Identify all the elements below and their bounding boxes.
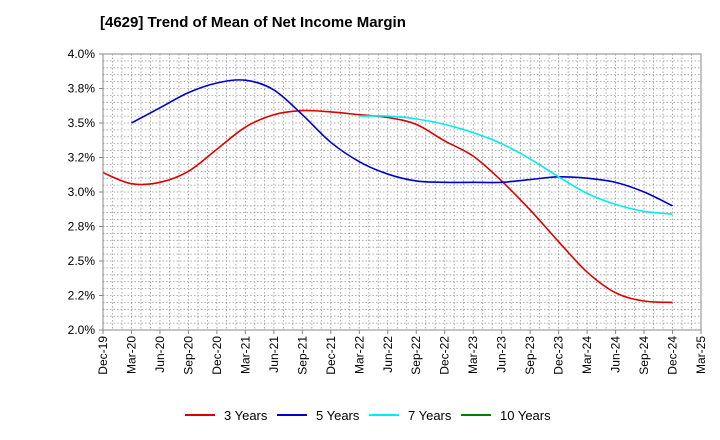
x-tick-label: Jun-23 (495, 336, 509, 373)
y-tick-label: 2.2% (68, 289, 96, 303)
y-tick-label: 3.0% (68, 185, 96, 199)
y-tick-label: 2.0% (68, 323, 96, 337)
legend-label: 10 Years (500, 408, 551, 423)
x-tick-label: Sep-21 (295, 336, 309, 375)
x-tick-label: Mar-24 (580, 336, 594, 374)
x-tick-label: Sep-22 (409, 336, 423, 375)
series-line-5-years (131, 79, 673, 207)
legend-label: 3 Years (224, 408, 268, 423)
x-tick-label: Dec-23 (552, 336, 566, 375)
legend: 3 Years 5 Years 7 Years 10 Years (185, 408, 551, 423)
x-tick-label: Mar-23 (466, 336, 480, 374)
x-tick-label: Sep-24 (637, 336, 651, 375)
x-tick-label: Mar-25 (694, 336, 708, 374)
x-tick-label: Dec-24 (666, 336, 680, 375)
x-tick-label: Jun-22 (381, 336, 395, 373)
y-tick-label: 3.8% (68, 82, 96, 96)
x-axis: Dec-19 Mar-20 Jun-20 Sep-20 Dec-20 Mar-21 Jun-… (96, 330, 708, 375)
x-tick-label: Mar-22 (352, 336, 366, 374)
x-tick-label: Dec-21 (324, 336, 338, 375)
x-tick-label: Mar-21 (238, 336, 252, 374)
x-tick-label: Jun-21 (267, 336, 281, 373)
legend-label: 7 Years (408, 408, 452, 423)
series-layer (102, 79, 673, 304)
x-tick-label: Sep-23 (523, 336, 537, 375)
y-tick-label: 2.5% (68, 254, 96, 268)
y-axis: 2.0% 2.2% 2.5% 2.8% 3.0% 3.2% 3.5% 3.8% 4.0% (68, 47, 103, 337)
x-tick-label: Dec-22 (438, 336, 452, 375)
y-tick-label: 3.5% (68, 116, 96, 130)
x-tick-label: Sep-20 (181, 336, 195, 375)
grid-lines (103, 54, 701, 330)
x-tick-label: Mar-20 (124, 336, 138, 374)
y-tick-label: 3.2% (68, 151, 96, 165)
x-tick-label: Dec-19 (96, 336, 110, 375)
x-tick-label: Dec-20 (210, 336, 224, 375)
x-tick-label: Jun-20 (153, 336, 167, 373)
series-line-7-years (359, 115, 673, 215)
x-tick-label: Jun-24 (609, 336, 623, 373)
y-tick-label: 2.8% (68, 220, 96, 234)
chart-title: [4629] Trend of Mean of Net Income Margi… (100, 14, 406, 31)
y-tick-label: 4.0% (68, 47, 96, 61)
series-line-3-years (102, 109, 673, 304)
legend-label: 5 Years (316, 408, 360, 423)
